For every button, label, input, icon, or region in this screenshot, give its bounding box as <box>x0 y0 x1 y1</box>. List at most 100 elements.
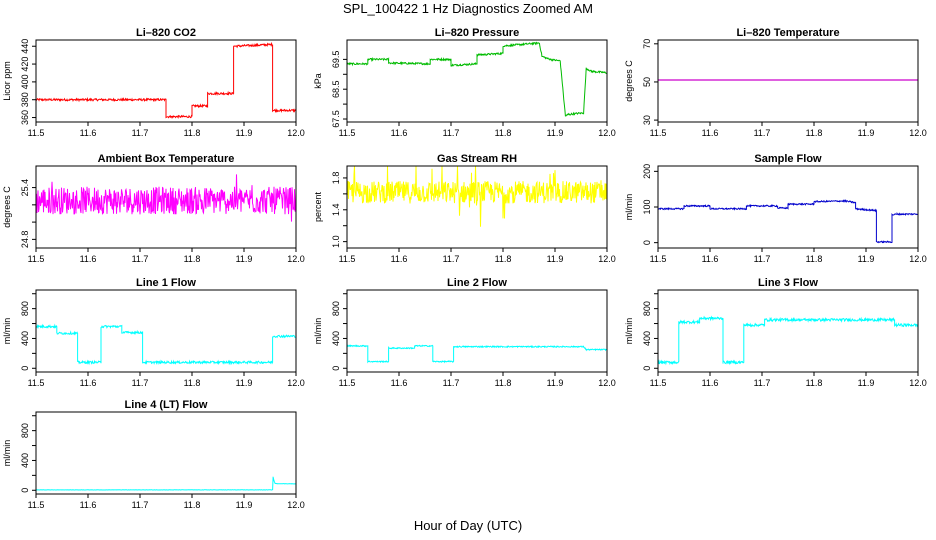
x-tick-label: 12.0 <box>598 254 616 264</box>
series-line-line3 <box>657 315 919 366</box>
series-line-rh <box>346 165 608 227</box>
chart-ambient: Ambient Box Temperature degrees C 11.5 11.6… <box>2 153 305 264</box>
y-tick-label: 50 <box>642 77 652 87</box>
y-tick-label: 420 <box>20 57 30 72</box>
chart-title: Li–820 Pressure <box>435 27 519 39</box>
plot-frame <box>35 411 297 495</box>
plot-frame <box>35 165 297 249</box>
x-tick-label: 11.8 <box>184 254 201 264</box>
figure-title: SPL_100422 1 Hz Diagnostics Zoomed AM <box>343 1 593 16</box>
x-tick-label: 11.7 <box>132 254 149 264</box>
x-tick-label: 12.0 <box>909 128 927 138</box>
y-axis-label: degrees C <box>2 186 12 228</box>
y-axis-label: ml/min <box>313 318 323 345</box>
y-tick-label: 400 <box>20 453 30 468</box>
x-tick-label: 11.6 <box>702 128 719 138</box>
y-tick-label: 67.5 <box>331 110 341 128</box>
x-tick-label: 11.5 <box>28 500 45 510</box>
y-tick-label: 1.8 <box>331 172 341 185</box>
y-tick-label: 30 <box>642 115 652 125</box>
y-tick-label: 25.4 <box>20 179 30 197</box>
y-axis-label: percent <box>313 191 323 222</box>
y-tick-label: 0 <box>642 366 652 371</box>
figure-xlabel: Hour of Day (UTC) <box>414 518 522 533</box>
x-tick-label: 12.0 <box>287 378 305 388</box>
plot-frame <box>657 39 919 123</box>
x-tick-label: 11.7 <box>754 254 771 264</box>
chart-temperature: Li–820 Temperature degrees C 11.5 11.6 11.7 1… <box>624 27 927 138</box>
chart-title: Line 3 Flow <box>758 277 818 289</box>
x-tick-label: 11.8 <box>495 254 512 264</box>
chart-rh: Gas Stream RH percent 11.5 11.6 11.7 11.8 11.9… <box>313 153 616 264</box>
chart-title: Line 1 Flow <box>136 277 196 289</box>
x-tick-label: 11.5 <box>28 254 45 264</box>
y-tick-label: 400 <box>20 74 30 89</box>
plot-frame <box>346 39 608 123</box>
x-tick-label: 11.8 <box>184 128 201 138</box>
y-tick-label: 800 <box>331 301 341 316</box>
chart-line3: Line 3 Flow ml/min 11.5 11.6 11.7 11.8 11.9 12.… <box>624 277 927 388</box>
x-tick-label: 11.5 <box>28 378 45 388</box>
y-tick-label: 0 <box>20 366 30 371</box>
chart-line4: Line 4 (LT) Flow ml/min 11.5 11.6 11.7 11.8 11… <box>2 399 305 510</box>
x-tick-label: 11.9 <box>236 128 253 138</box>
x-tick-label: 11.8 <box>495 378 512 388</box>
chart-title: Line 4 (LT) Flow <box>125 399 208 411</box>
x-tick-label: 11.6 <box>80 500 97 510</box>
x-tick-label: 11.7 <box>443 128 460 138</box>
plot-frame <box>346 165 608 249</box>
x-tick-label: 11.7 <box>754 378 771 388</box>
y-tick-label: 400 <box>642 331 652 346</box>
series-line-sample <box>657 199 919 244</box>
y-axis-label: ml/min <box>624 194 634 221</box>
x-tick-label: 11.6 <box>391 378 408 388</box>
series-line-line4 <box>35 476 297 491</box>
x-tick-label: 11.7 <box>132 128 149 138</box>
y-tick-label: 360 <box>20 110 30 125</box>
x-tick-label: 11.9 <box>236 500 253 510</box>
x-tick-label: 11.5 <box>650 254 667 264</box>
chart-pressure: Li–820 Pressure kPa 11.5 11.6 11.7 11.8 11.9 12… <box>313 27 616 138</box>
y-tick-label: 800 <box>642 301 652 316</box>
y-tick-label: 400 <box>331 331 341 346</box>
plot-frame <box>35 39 297 123</box>
y-axis-label: ml/min <box>2 318 12 345</box>
chart-sample: Sample Flow ml/min 11.5 11.6 11.7 11.8 11.9 12.… <box>624 153 927 264</box>
x-tick-label: 11.5 <box>650 128 667 138</box>
x-tick-label: 12.0 <box>598 378 616 388</box>
y-tick-label: 380 <box>20 92 30 107</box>
series-line-pressure <box>346 41 608 117</box>
x-tick-label: 12.0 <box>287 128 305 138</box>
series-line-co2 <box>35 41 297 119</box>
chart-line2: Line 2 Flow ml/min 11.5 11.6 11.7 11.8 11.9 12.… <box>313 277 616 388</box>
plot-frame <box>35 289 297 373</box>
x-tick-label: 11.8 <box>184 378 201 388</box>
y-tick-label: 68.5 <box>331 80 341 98</box>
y-tick-label: 0 <box>331 366 341 371</box>
chart-co2: Li–820 CO2 Licor ppm 11.5 11.6 11.7 11.8 11.9 1… <box>2 27 305 138</box>
x-tick-label: 11.6 <box>391 128 408 138</box>
x-tick-label: 11.6 <box>80 378 97 388</box>
y-tick-label: 400 <box>20 331 30 346</box>
chart-title: Li–820 CO2 <box>136 27 196 39</box>
plot-frame <box>657 289 919 373</box>
y-tick-label: 1.4 <box>331 204 341 217</box>
x-tick-label: 11.9 <box>236 254 253 264</box>
y-tick-label: 69.5 <box>331 51 341 69</box>
x-tick-label: 11.6 <box>391 254 408 264</box>
x-tick-label: 11.5 <box>339 378 356 388</box>
x-tick-label: 11.9 <box>858 254 875 264</box>
x-tick-label: 11.5 <box>650 378 667 388</box>
x-tick-label: 11.7 <box>443 254 460 264</box>
y-tick-label: 1.0 <box>331 235 341 248</box>
y-tick-label: 0 <box>20 488 30 493</box>
x-tick-label: 11.7 <box>132 500 149 510</box>
x-tick-label: 11.9 <box>858 128 875 138</box>
y-tick-label: 70 <box>642 39 652 49</box>
x-tick-label: 11.8 <box>806 128 823 138</box>
y-tick-label: 24.8 <box>20 231 30 249</box>
series-line-line1 <box>35 323 297 366</box>
y-axis-label: ml/min <box>2 440 12 467</box>
x-tick-label: 11.6 <box>702 378 719 388</box>
